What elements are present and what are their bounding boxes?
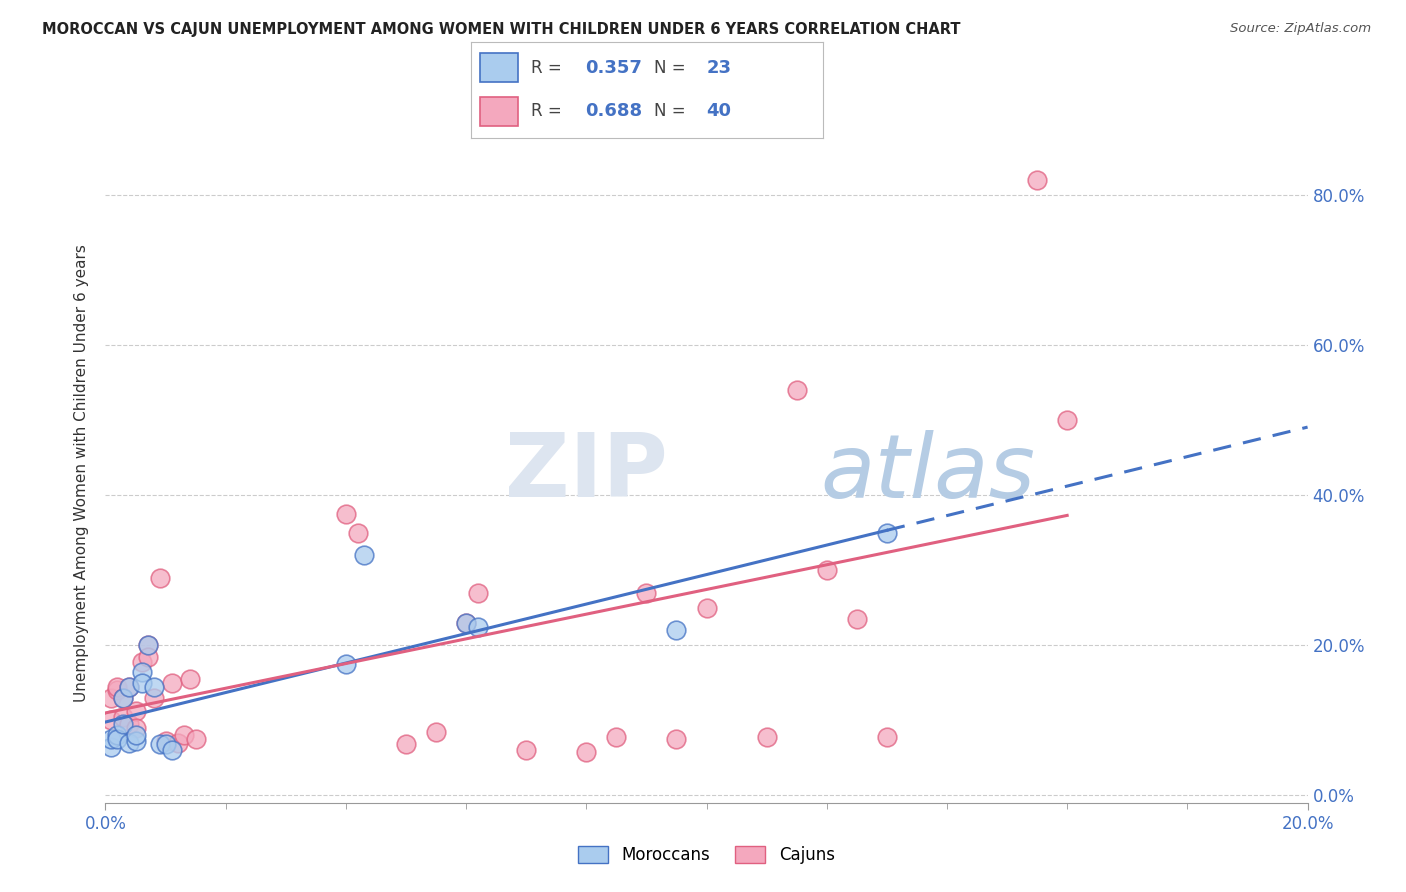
Point — [136, 638, 159, 652]
Text: N =: N = — [654, 103, 690, 120]
Point — [160, 743, 183, 757]
Point — [347, 525, 370, 540]
Point — [786, 384, 808, 398]
Point — [467, 586, 489, 600]
Point — [142, 680, 165, 694]
Text: MOROCCAN VS CAJUN UNEMPLOYMENT AMONG WOMEN WITH CHILDREN UNDER 6 YEARS CORRELATI: MOROCCAN VS CAJUN UNEMPLOYMENT AMONG WOM… — [42, 22, 960, 37]
Point — [136, 638, 159, 652]
Point — [160, 675, 183, 690]
Point — [107, 683, 129, 698]
Point — [665, 732, 688, 747]
Point — [131, 655, 153, 669]
Point — [155, 737, 177, 751]
Point — [1056, 413, 1078, 427]
Point — [131, 665, 153, 679]
Point — [124, 721, 146, 735]
Point — [815, 563, 838, 577]
Point — [136, 649, 159, 664]
Point — [107, 680, 129, 694]
Legend: Moroccans, Cajuns: Moroccans, Cajuns — [572, 838, 841, 871]
Point — [845, 612, 868, 626]
Text: R =: R = — [531, 59, 567, 77]
Point — [454, 615, 477, 630]
Point — [100, 732, 122, 747]
Point — [335, 507, 357, 521]
Point — [184, 732, 207, 747]
Point — [636, 586, 658, 600]
Point — [335, 657, 357, 671]
Text: R =: R = — [531, 103, 567, 120]
Point — [131, 675, 153, 690]
Point — [876, 525, 898, 540]
Point — [100, 714, 122, 728]
Point — [425, 724, 447, 739]
Point — [605, 730, 627, 744]
Point — [100, 739, 122, 754]
Point — [107, 732, 129, 747]
Text: 0.357: 0.357 — [585, 59, 643, 77]
Point — [166, 736, 188, 750]
Point — [118, 736, 141, 750]
Y-axis label: Unemployment Among Women with Children Under 6 years: Unemployment Among Women with Children U… — [75, 244, 90, 702]
Point — [395, 737, 418, 751]
Point — [112, 690, 135, 705]
Text: 23: 23 — [707, 59, 731, 77]
Point — [148, 737, 170, 751]
Point — [575, 745, 598, 759]
Point — [876, 730, 898, 744]
FancyBboxPatch shape — [479, 97, 519, 126]
Point — [124, 728, 146, 742]
Text: atlas: atlas — [821, 430, 1036, 516]
Point — [142, 690, 165, 705]
Point — [112, 709, 135, 723]
Point — [107, 728, 129, 742]
Point — [179, 672, 201, 686]
Point — [665, 624, 688, 638]
Text: 40: 40 — [707, 103, 731, 120]
Point — [467, 619, 489, 633]
Point — [100, 690, 122, 705]
Point — [155, 734, 177, 748]
Point — [454, 615, 477, 630]
Text: N =: N = — [654, 59, 690, 77]
Point — [696, 600, 718, 615]
Point — [124, 704, 146, 718]
FancyBboxPatch shape — [479, 54, 519, 82]
Point — [353, 548, 375, 563]
Text: Source: ZipAtlas.com: Source: ZipAtlas.com — [1230, 22, 1371, 36]
Point — [515, 743, 537, 757]
Point — [1026, 173, 1049, 187]
Point — [118, 717, 141, 731]
Point — [148, 571, 170, 585]
Text: 0.688: 0.688 — [585, 103, 643, 120]
Point — [118, 680, 141, 694]
Point — [173, 728, 195, 742]
Text: ZIP: ZIP — [505, 429, 668, 516]
Point — [755, 730, 778, 744]
Point — [112, 717, 135, 731]
Point — [112, 690, 135, 705]
Point — [118, 680, 141, 694]
Point — [124, 734, 146, 748]
